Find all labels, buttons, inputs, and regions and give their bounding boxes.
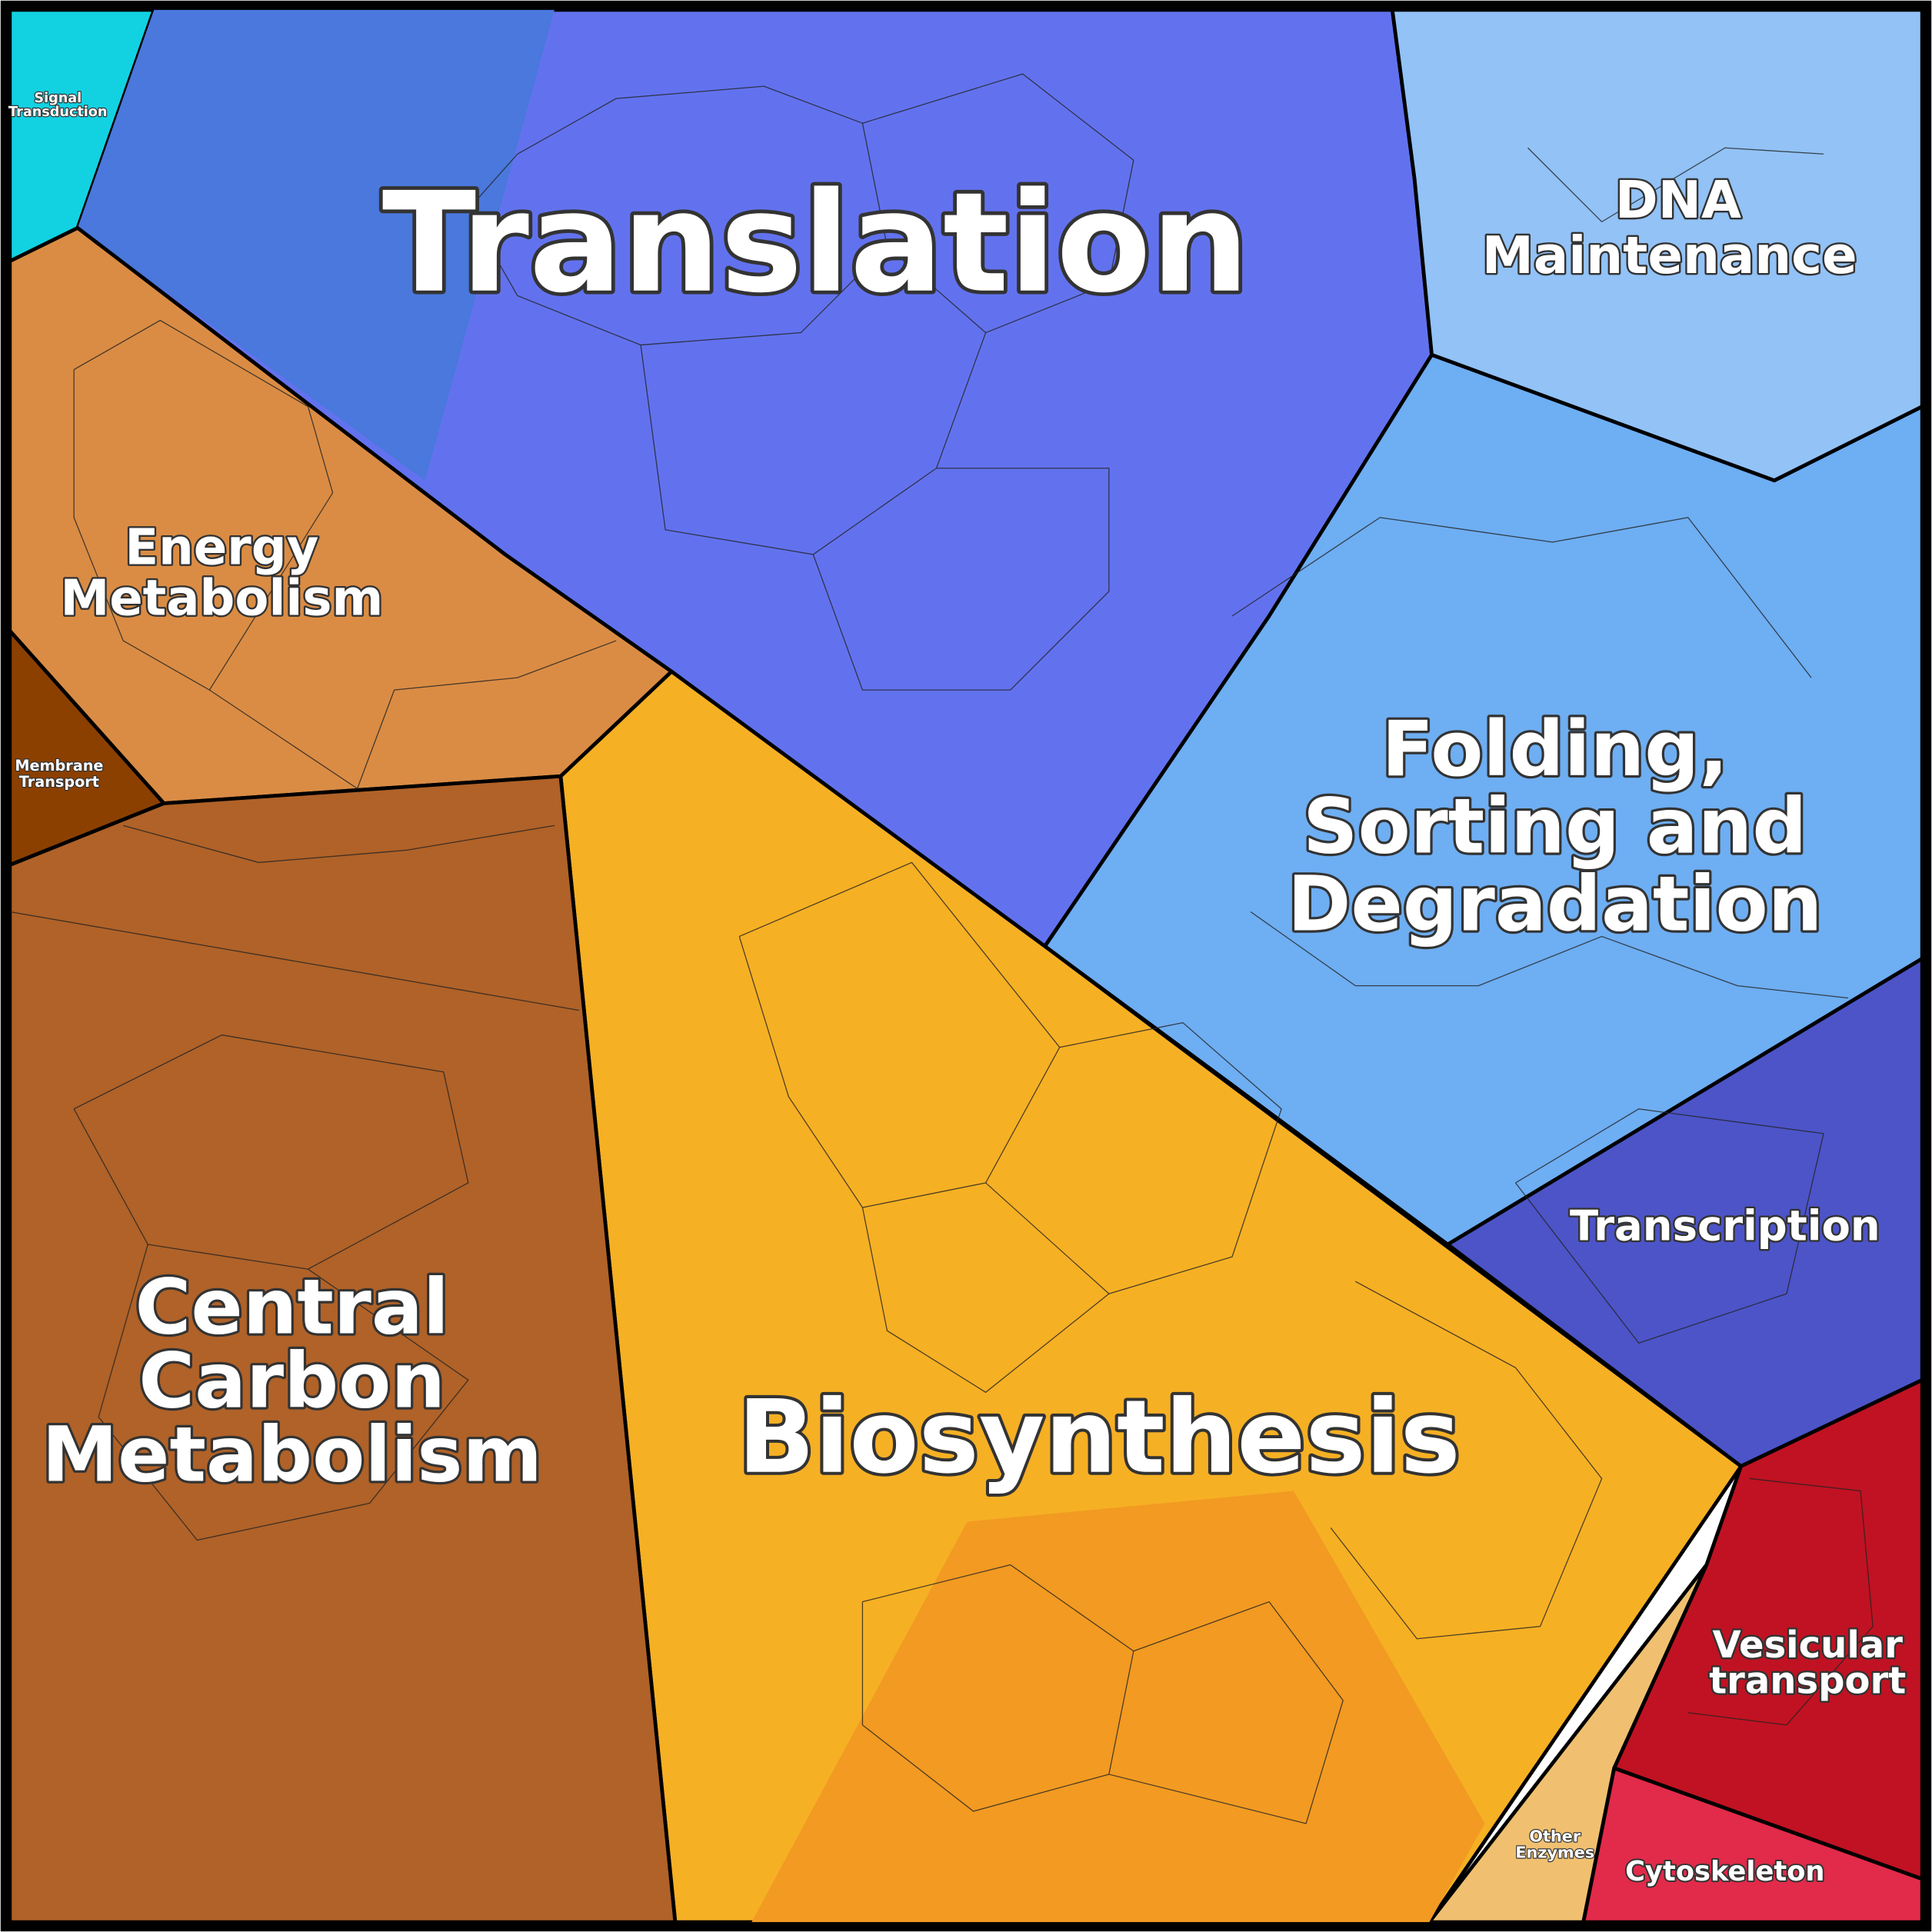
cell-line (1108, 1601, 1344, 1824)
region-label: Folding, (1381, 705, 1728, 794)
cell-line (123, 824, 555, 864)
cell-line (73, 319, 334, 691)
cell-line (1330, 1281, 1603, 1640)
cell-line (861, 1207, 1110, 1394)
cell-line (1250, 911, 1849, 999)
region-label: Cytoskeleton (1625, 1856, 1824, 1887)
region-label: Signal (34, 91, 82, 106)
cell-lines (9, 73, 1874, 1824)
cell-line (1687, 1477, 1874, 1726)
region-translation-shade (77, 9, 555, 481)
region-label: Carbon (138, 1337, 445, 1426)
cell-line (1231, 517, 1812, 678)
region-label: Degradation (1287, 861, 1822, 949)
region-biosynthesis-shade (751, 1491, 1485, 1923)
cell-line (812, 468, 1110, 691)
cell-line (208, 640, 617, 790)
region-label: Metabolism (60, 570, 383, 627)
region-label: transport (1709, 1659, 1906, 1702)
region-label: Enzymes (1515, 1843, 1594, 1861)
region-label: Metabolism (42, 1411, 542, 1500)
region-label: Other (1529, 1827, 1581, 1846)
region-label: Energy (125, 520, 318, 577)
region-label: DNA (1615, 170, 1741, 230)
cell-line (1515, 1108, 1824, 1344)
region-central-carbon (8, 774, 678, 1924)
region-label: Translation (382, 163, 1250, 324)
region-label: Sorting and (1303, 783, 1807, 871)
cell-line (985, 1022, 1282, 1294)
region-label: Transport (19, 773, 99, 791)
cell-line (467, 85, 888, 346)
region-label: Central (135, 1264, 448, 1352)
region-label: Transduction (8, 105, 107, 120)
region-label: Vesicular (1712, 1624, 1903, 1667)
cell-line (862, 73, 1134, 334)
region-label: Membrane (15, 757, 103, 774)
region-label: Biosynthesis (738, 1378, 1461, 1496)
labels: Signal Transduction Translation DNA Main… (8, 90, 1908, 1889)
cell-line (1527, 147, 1824, 223)
region-label: Maintenance (1482, 225, 1857, 285)
region-other-enzymes (1427, 1563, 1709, 1924)
cell-line (9, 911, 580, 1011)
cell-line (98, 1244, 469, 1541)
region-label: Transcription (1570, 1201, 1880, 1250)
regions (8, 8, 1924, 1924)
